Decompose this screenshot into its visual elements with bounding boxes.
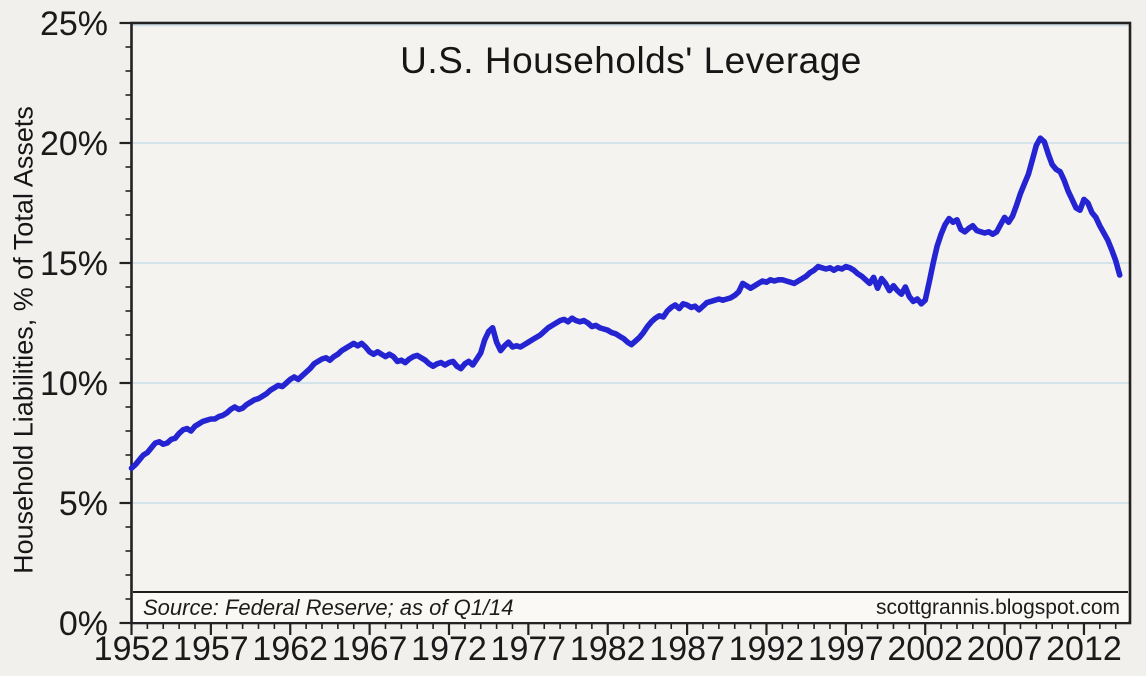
x-tick-label: 1987: [649, 630, 725, 668]
y-tick-label: 15%: [40, 245, 108, 283]
y-tick-label: 10%: [40, 365, 108, 403]
x-tick-label: 2012: [1046, 630, 1122, 668]
x-tick-label: 1992: [729, 630, 805, 668]
plot-frame: [130, 21, 1132, 625]
site-watermark: scottgrannis.blogspot.com: [876, 595, 1120, 619]
x-tick-label: 1967: [332, 630, 408, 668]
plot-area: [131, 23, 1130, 623]
y-tick-label: 25%: [40, 5, 108, 43]
x-tick-label: 2002: [887, 630, 963, 668]
y-tick-label: 0%: [59, 605, 108, 643]
x-tick-label: 1997: [808, 630, 884, 668]
y-axis-label: Household Liabilities, % of Total Assets: [8, 106, 39, 574]
leverage-line: [128, 135, 1123, 472]
x-tick-label: 1952: [94, 630, 170, 668]
annotation-band: Source: Federal Reserve; as of Q1/14 sco…: [133, 591, 1128, 622]
chart-title: U.S. Households' Leverage: [400, 40, 862, 81]
y-tick-label: 5%: [59, 485, 108, 523]
y-tick-label: 20%: [40, 125, 108, 163]
x-tick-label: 1982: [570, 630, 646, 668]
x-tick-label: 1962: [252, 630, 328, 668]
x-tick-label: 2007: [967, 630, 1043, 668]
source-note: Source: Federal Reserve; as of Q1/14: [143, 594, 514, 620]
x-tick-label: 1977: [491, 630, 567, 668]
x-tick-label: 1957: [173, 630, 249, 668]
x-tick-label: 1972: [411, 630, 487, 668]
